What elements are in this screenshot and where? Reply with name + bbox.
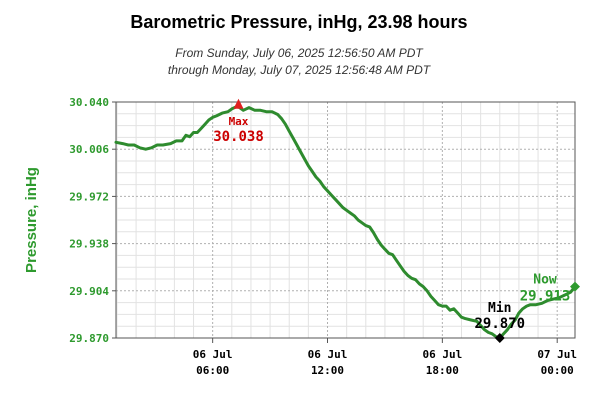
- y-axis-label: Pressure, inHg: [23, 167, 40, 273]
- min-marker: [494, 333, 505, 343]
- x-tick-label-date: 07 Jul: [537, 348, 577, 361]
- now-marker: [570, 281, 580, 292]
- x-tick-label-date: 06 Jul: [193, 348, 233, 361]
- chart-subtitle-line-1: From Sunday, July 06, 2025 12:56:50 AM P…: [175, 46, 424, 60]
- pressure-series-line: [114, 104, 577, 340]
- max-marker: [233, 98, 244, 109]
- x-tick-label-time: 06:00: [196, 364, 229, 377]
- minor-grid: [116, 102, 575, 338]
- x-tick-label-time: 00:00: [541, 364, 574, 377]
- major-grid: [116, 102, 575, 338]
- max-value: 30.038: [213, 129, 264, 145]
- y-tick-label: 30.006: [69, 143, 109, 156]
- y-tick-label: 29.870: [69, 332, 109, 345]
- now-label: Now: [533, 273, 557, 288]
- x-tick-label-date: 06 Jul: [422, 348, 462, 361]
- y-tick-label: 29.938: [69, 238, 109, 251]
- x-axis-ticks: 06 Jul 06:00 06 Jul 12:00 06 Jul 18:00 07 Jul 0…: [193, 338, 577, 377]
- y-tick-label: 29.904: [69, 285, 109, 298]
- y-axis-ticks: 29.870 29.904 29.938 29.972 30.006 30.040: [69, 96, 116, 345]
- now-value: 29.913: [520, 289, 571, 305]
- max-label: Max: [229, 115, 249, 128]
- plot-border: [115, 101, 576, 339]
- y-tick-label: 29.972: [69, 190, 109, 203]
- min-value: 29.870: [474, 316, 525, 332]
- chart-subtitle-line-2: through Monday, July 07, 2025 12:56:48 A…: [168, 63, 432, 77]
- min-label: Min: [488, 301, 511, 316]
- chart-title: Barometric Pressure, inHg, 23.98 hours: [130, 12, 467, 32]
- plot-area: 29.870 29.904 29.938 29.972 30.006 30.040 06 …: [69, 96, 580, 377]
- x-tick-label-time: 12:00: [311, 364, 344, 377]
- x-tick-label-time: 18:00: [426, 364, 459, 377]
- y-tick-label: 30.040: [69, 96, 109, 109]
- x-tick-label-date: 06 Jul: [308, 348, 348, 361]
